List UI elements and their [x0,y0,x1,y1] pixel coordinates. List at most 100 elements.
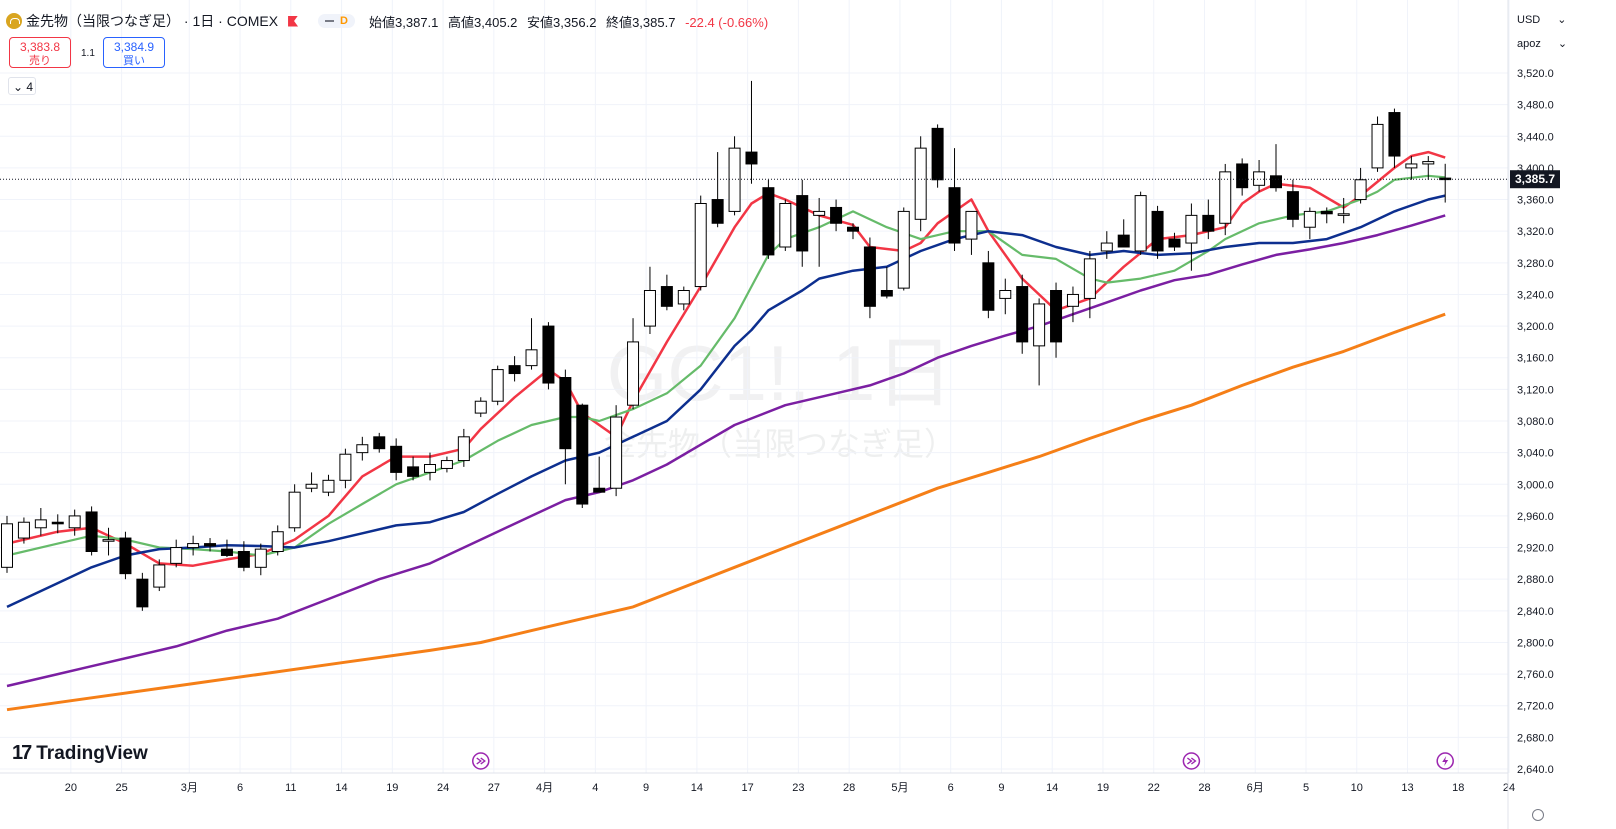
time-tick-label: 10 [1351,782,1363,794]
minus-icon [325,20,335,22]
candle [660,274,673,311]
chevron-down-icon: ⌄ [1557,14,1567,26]
candle [1100,231,1113,259]
red-flag-icon[interactable] [288,15,299,27]
candle [51,514,64,534]
time-tick-label: 19 [1097,782,1109,794]
sell-label: 売り [29,55,51,67]
candle [1016,274,1029,354]
currency-selector[interactable]: USD ⌄ [1517,13,1567,26]
buy-button[interactable]: 3,384.9 買い [103,37,165,68]
candle [356,436,369,461]
candle [999,278,1012,315]
candle [914,136,927,232]
candle [796,179,809,267]
open-value: 3,387.1 [395,14,439,30]
candle [779,199,792,251]
symbol-name[interactable]: 金先物（当限つなぎ足） [26,13,180,29]
candle [728,136,741,216]
candle [847,223,859,240]
candle [1405,156,1418,180]
time-tick-label: 28 [1198,782,1210,794]
time-tick-label: 6 [948,782,954,794]
series-line-ma_green [6,174,1446,557]
candle [237,541,250,572]
candle [694,195,707,291]
candle [1371,116,1384,172]
candle [68,509,81,536]
separator-dot: · [180,13,193,29]
candle [85,506,98,556]
candle [407,456,420,481]
candle [1202,199,1215,240]
currency-label: USD [1517,14,1541,26]
candle [897,207,910,291]
candle [1422,156,1435,180]
time-tick-label: 5月 [891,782,908,794]
dividend-icon[interactable] [1182,752,1201,770]
candle [745,80,758,184]
time-tick-label: 3月 [181,782,198,794]
time-tick-label: 18 [1452,782,1464,794]
moving-averages [6,150,1446,712]
candle [1337,197,1350,224]
tradingview-logo-icon: 17 [12,742,32,764]
time-tick-label: 4 [592,782,598,794]
candle [136,572,149,611]
series-line-ma_red [6,150,1446,567]
low-value: 3,356.2 [553,14,597,30]
price-tick-label: 3,360.0 [1517,195,1554,207]
candle [576,403,589,508]
candle [170,539,183,568]
series-line-ma_purple [6,214,1446,688]
candle [187,535,200,556]
time-tick-label: 14 [335,782,347,794]
price-tick-label: 2,680.0 [1517,732,1554,744]
candle [254,543,267,576]
candle [1050,282,1063,358]
gear-icon[interactable] [1532,809,1544,821]
price-tick-label: 3,280.0 [1517,258,1554,270]
chevron-down-icon: ⌄ [13,80,24,94]
close-value: 3,385.7 [632,14,676,30]
candle [102,527,115,556]
scale-mode-label: apoz [1517,38,1541,50]
price-tick-label: 3,240.0 [1517,289,1554,301]
time-tick-label: 14 [691,782,703,794]
candle [1,515,13,573]
scale-mode-selector[interactable]: apoz ⌄ [1517,37,1567,50]
candle [610,405,623,497]
flash-icon[interactable] [1436,752,1454,770]
candle [34,508,47,536]
last-price-label: 3,385.7 [1515,172,1555,186]
price-tick-label: 3,320.0 [1517,226,1554,238]
time-tick-label: 24 [1503,782,1515,794]
candle [525,318,538,370]
price-tick-label: 3,440.0 [1517,131,1554,143]
time-tick-label: 19 [386,782,398,794]
candle [1253,160,1266,192]
candle [271,525,284,556]
candle [1320,207,1333,224]
dividend-icon[interactable] [472,752,490,770]
candle [1219,163,1232,236]
indicators-toggle[interactable]: ⌄ 4 [8,77,36,95]
candle [813,197,826,267]
time-tick-label: 13 [1401,782,1413,794]
price-tick-label: 3,000.0 [1517,479,1554,491]
candle [1083,250,1096,319]
tradingview-logo[interactable]: 17 TradingView [12,742,148,765]
candle [677,286,690,311]
candle [830,199,843,232]
candle [339,448,352,489]
candle [508,356,521,382]
candle [1151,205,1164,259]
candle [440,456,453,473]
candle [1236,158,1249,196]
interval-label[interactable]: 1日 [192,13,215,29]
sell-price: 3,383.8 [19,40,61,54]
sell-button[interactable]: 3,383.8 売り [9,37,71,68]
market-status-pill[interactable]: D [318,14,355,28]
last-price-badge [1510,170,1560,189]
